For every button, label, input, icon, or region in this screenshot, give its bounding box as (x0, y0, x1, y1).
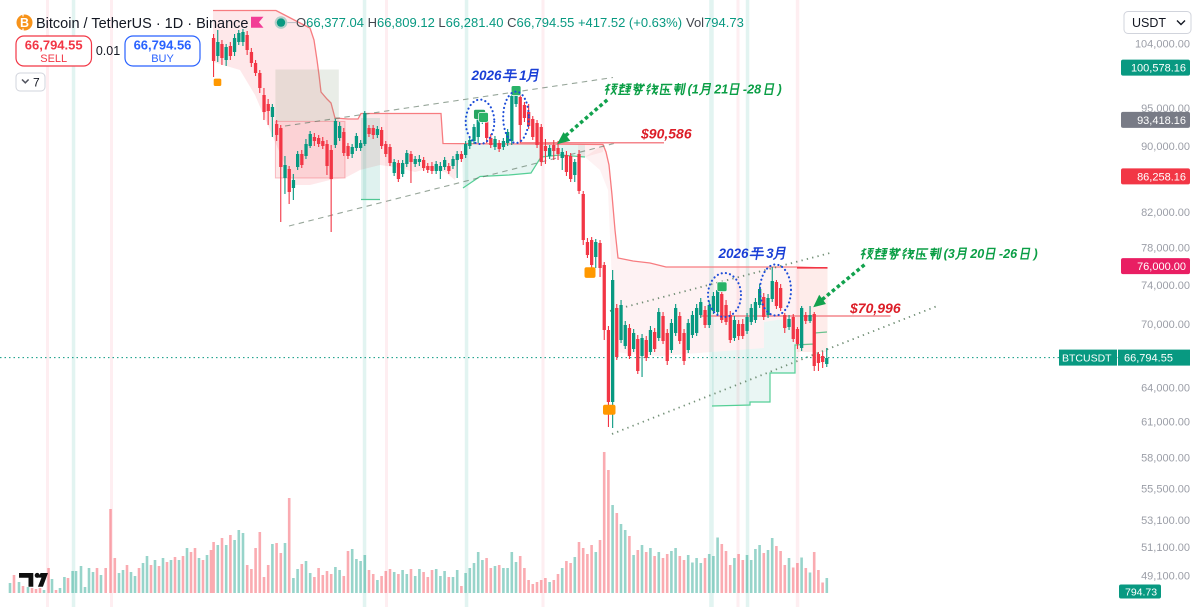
svg-text:794.73: 794.73 (1125, 587, 1157, 599)
svg-text:55,500.00: 55,500.00 (1141, 484, 1190, 496)
svg-text:64,000.00: 64,000.00 (1141, 383, 1190, 395)
svg-text:86,258.16: 86,258.16 (1137, 171, 1186, 183)
svg-text:61,000.00: 61,000.00 (1141, 417, 1190, 429)
svg-text:74,000.00: 74,000.00 (1141, 280, 1190, 292)
svg-text:BUY: BUY (151, 53, 174, 65)
svg-text:Vol794.73: Vol794.73 (686, 15, 744, 30)
svg-text:2026: 2026 (471, 68, 503, 83)
svg-text:76,000.00: 76,000.00 (1137, 261, 1186, 273)
svg-text:): ) (776, 83, 782, 97)
svg-text:$70,996: $70,996 (849, 300, 901, 316)
svg-text:SELL: SELL (40, 53, 67, 65)
svg-text:Bitcoin / TetherUS · 1D · Bina: Bitcoin / TetherUS · 1D · Binance (36, 16, 249, 32)
svg-text:49,100.00: 49,100.00 (1141, 571, 1190, 583)
svg-text:2026: 2026 (718, 246, 750, 261)
svg-text:53,100.00: 53,100.00 (1141, 515, 1190, 527)
svg-text:0.01: 0.01 (96, 44, 120, 58)
svg-text:(1: (1 (688, 83, 699, 97)
svg-text:66,794.55: 66,794.55 (25, 38, 83, 53)
svg-text:70,000.00: 70,000.00 (1141, 319, 1190, 331)
svg-text:66,794.56: 66,794.56 (134, 38, 192, 53)
svg-text:66,794.55: 66,794.55 (1124, 352, 1173, 364)
svg-text:BTCUSDT: BTCUSDT (1062, 352, 1112, 364)
svg-text:93,418.16: 93,418.16 (1137, 115, 1186, 127)
svg-text:-26: -26 (999, 247, 1018, 261)
svg-text:1: 1 (519, 68, 527, 83)
svg-text:3: 3 (766, 246, 774, 261)
svg-text:O66,377.04 H66,809.12 L66,281.: O66,377.04 H66,809.12 L66,281.40 C66,794… (296, 15, 682, 30)
svg-text:): ) (1032, 247, 1038, 261)
svg-text:58,000.00: 58,000.00 (1141, 452, 1190, 464)
svg-text:78,000.00: 78,000.00 (1141, 243, 1190, 255)
svg-text:21: 21 (713, 83, 728, 97)
svg-text:20: 20 (969, 247, 984, 261)
svg-text:USDT: USDT (1132, 16, 1166, 30)
svg-text:104,000.00: 104,000.00 (1135, 39, 1190, 51)
svg-text:B: B (20, 16, 29, 30)
svg-text:51,100.00: 51,100.00 (1141, 542, 1190, 554)
svg-text:90,000.00: 90,000.00 (1141, 141, 1190, 153)
svg-text:(3: (3 (944, 247, 955, 261)
svg-text:95,000.00: 95,000.00 (1141, 103, 1190, 115)
svg-text:-28: -28 (743, 83, 761, 97)
svg-text:82,000.00: 82,000.00 (1141, 207, 1190, 219)
svg-text:7: 7 (33, 76, 40, 90)
svg-text:100,578.16: 100,578.16 (1131, 63, 1186, 75)
svg-text:$90,586: $90,586 (640, 126, 692, 142)
